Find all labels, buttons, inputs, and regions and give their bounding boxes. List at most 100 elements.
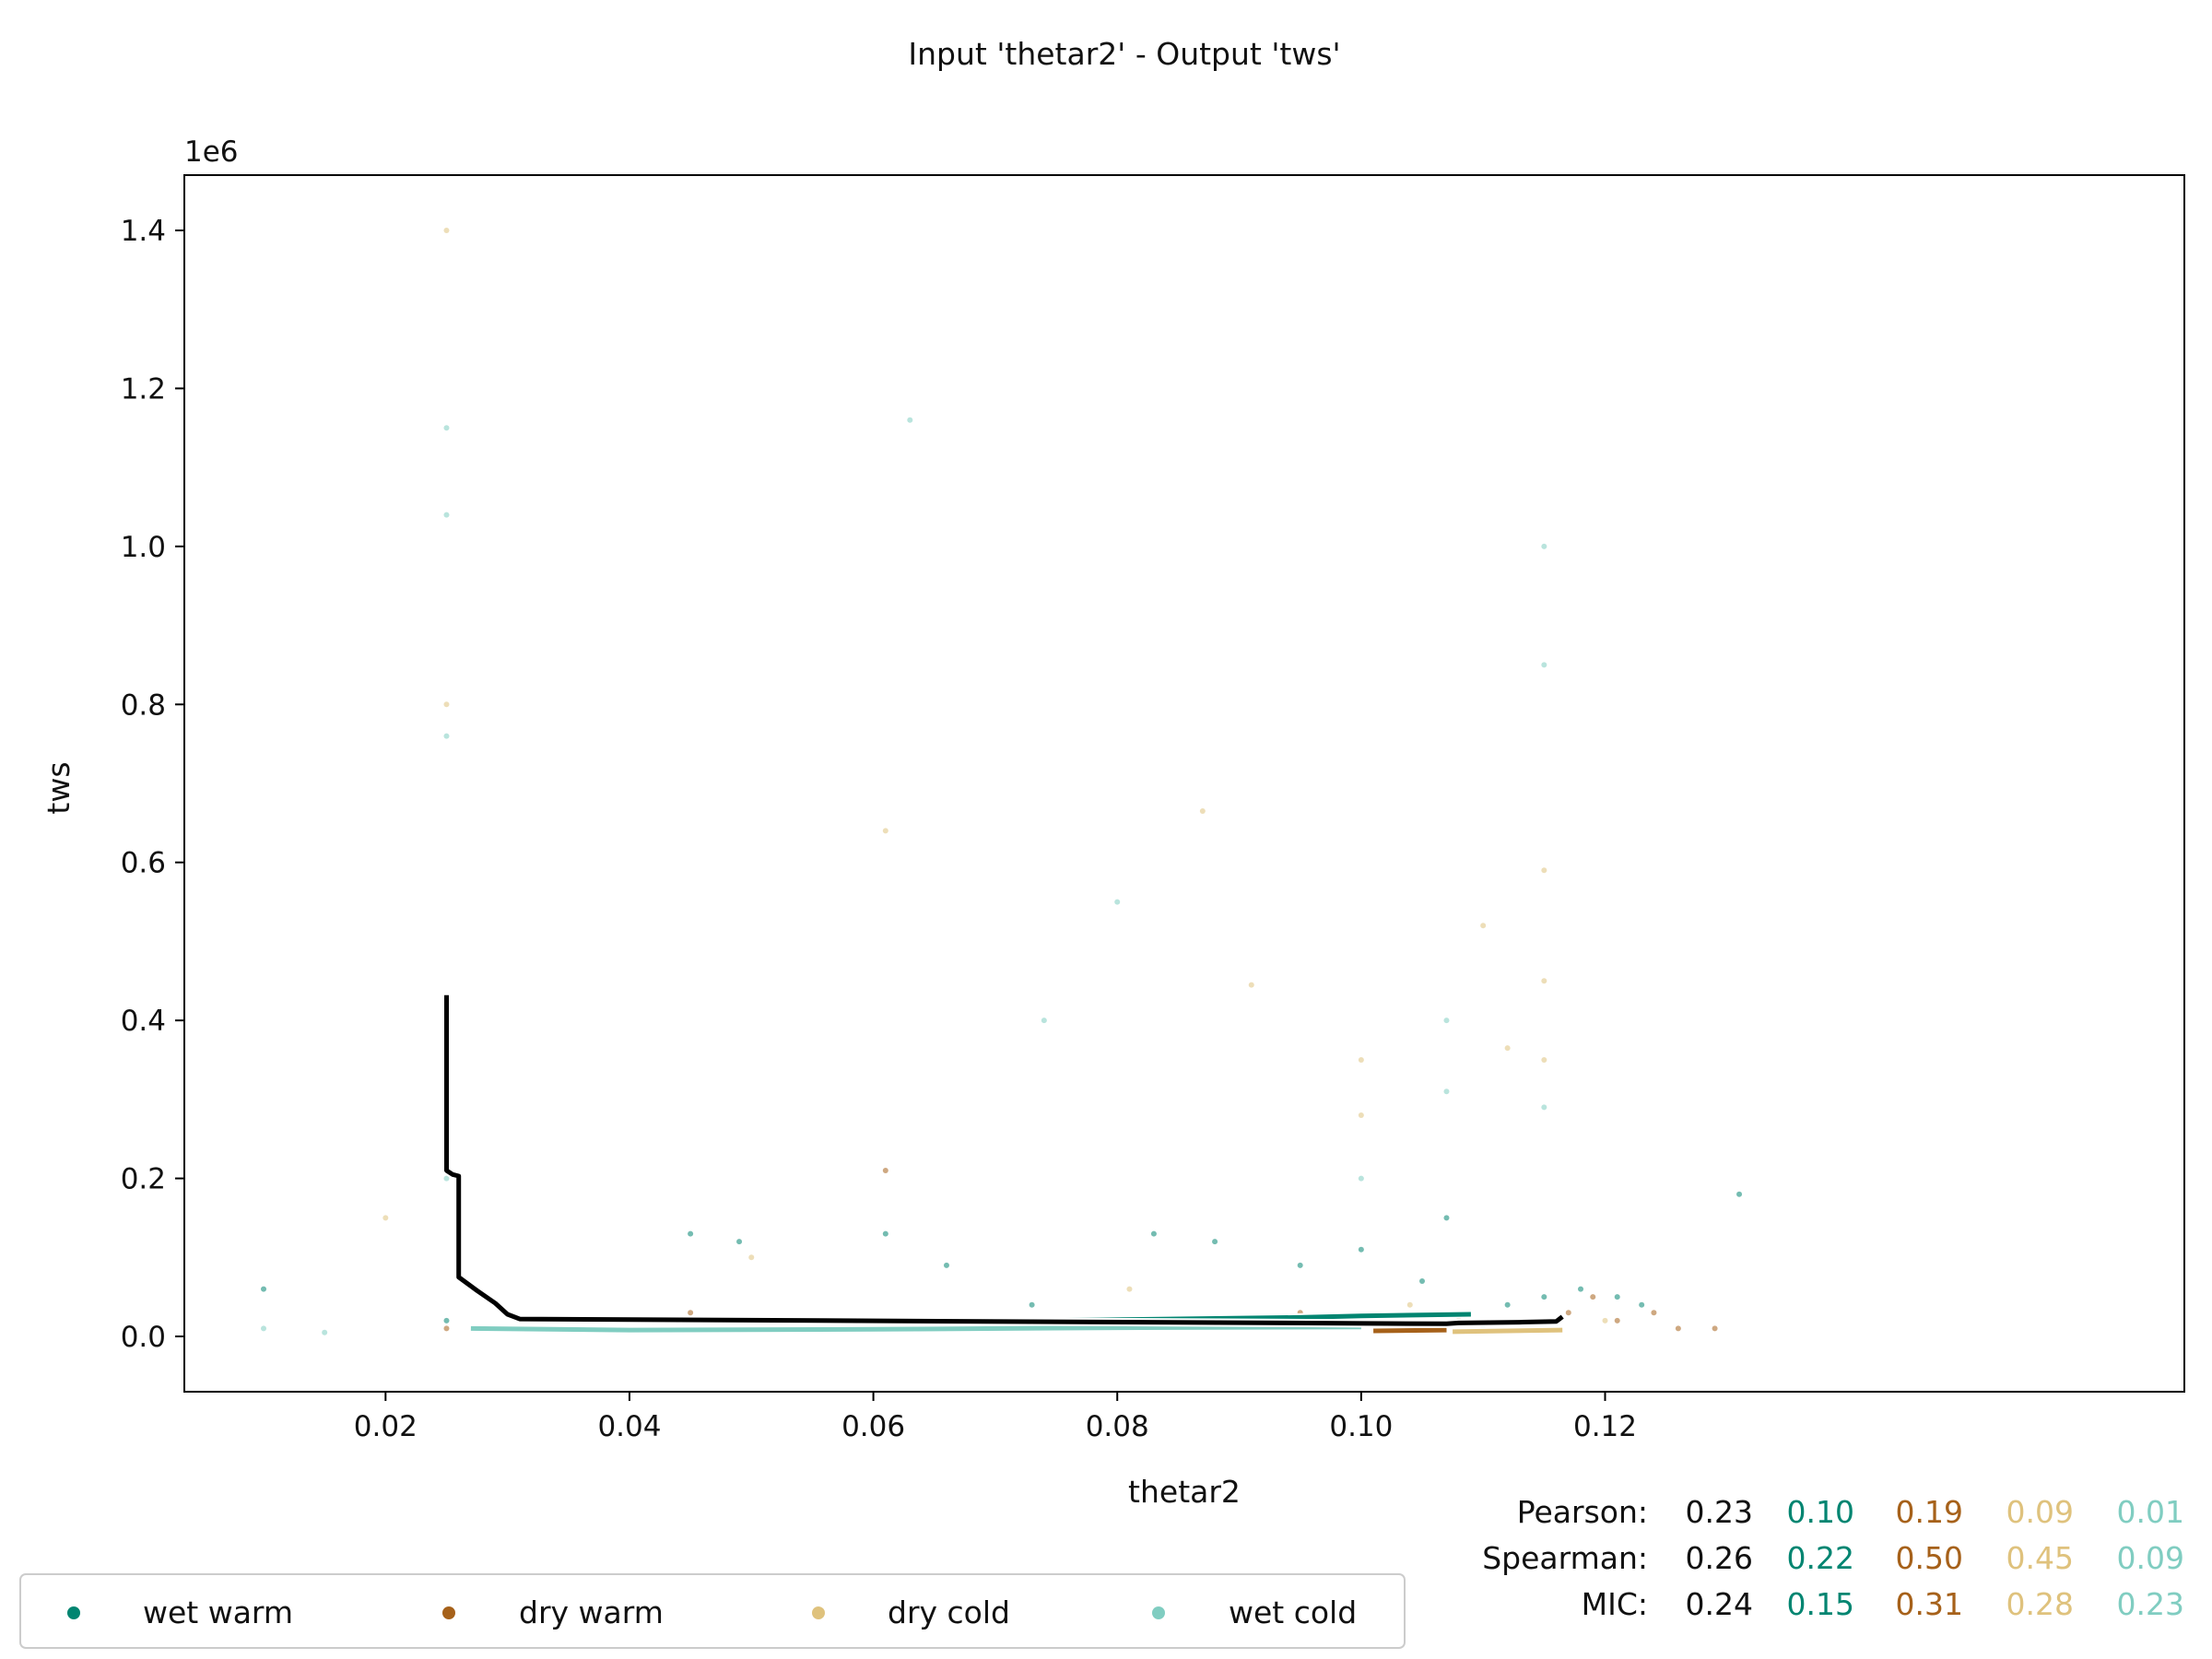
stats-value: 0.28 xyxy=(2006,1586,2074,1622)
point-wet-cold xyxy=(1443,1018,1450,1024)
stats-value: 0.50 xyxy=(1896,1540,1963,1576)
stats-value: 0.31 xyxy=(1896,1586,1963,1622)
point-dry-cold xyxy=(1541,978,1547,984)
point-wet-warm xyxy=(1443,1215,1450,1221)
stats-value: 0.23 xyxy=(1686,1494,1753,1530)
legend-marker-wet-cold xyxy=(1152,1606,1165,1619)
point-dry-cold xyxy=(1126,1286,1133,1292)
y-tick-label: 0.4 xyxy=(121,1005,166,1038)
stats-value: 0.01 xyxy=(2117,1494,2184,1530)
stats-value: 0.19 xyxy=(1896,1494,1963,1530)
point-dry-warm xyxy=(1565,1310,1571,1316)
point-dry-cold xyxy=(1504,1045,1511,1052)
stats-value: 0.22 xyxy=(1787,1540,1854,1576)
legend-frame xyxy=(19,1573,1406,1649)
y-tick-label: 1.0 xyxy=(121,531,166,564)
plot-frame xyxy=(183,174,2185,1393)
point-wet-cold xyxy=(1041,1018,1047,1024)
point-wet-warm xyxy=(1150,1230,1157,1237)
y-axis-label: tws xyxy=(41,761,76,814)
stats-value: 0.15 xyxy=(1787,1586,1854,1622)
stats-block: Pearson: 0.23 0.10 0.19 0.09 0.01 Spearman: 0.2… xyxy=(1482,1494,2184,1622)
y-tick-label: 0.0 xyxy=(121,1321,166,1354)
point-dry-warm xyxy=(1590,1294,1596,1300)
y-tick-label: 0.2 xyxy=(121,1163,166,1196)
point-dry-warm xyxy=(1651,1310,1657,1316)
trend-layer xyxy=(442,994,1565,1336)
stats-value: 0.26 xyxy=(1686,1540,1753,1576)
y-tick-label: 1.2 xyxy=(121,372,166,406)
stats-value: 0.24 xyxy=(1686,1586,1753,1622)
point-wet-warm xyxy=(1578,1286,1584,1292)
point-wet-warm xyxy=(1297,1262,1303,1268)
point-wet-warm xyxy=(443,1317,450,1324)
point-wet-warm xyxy=(1029,1301,1035,1308)
trend-line-dry-warm xyxy=(1373,1327,1447,1334)
legend-label-wet-cold: wet cold xyxy=(1229,1594,1357,1630)
legend-marker-dry-warm xyxy=(442,1606,455,1619)
point-dry-cold xyxy=(748,1254,755,1261)
y-tick-label: 0.8 xyxy=(121,688,166,722)
point-wet-cold xyxy=(443,733,450,739)
legend-marker-dry-cold xyxy=(812,1606,825,1619)
point-wet-warm xyxy=(688,1230,694,1237)
point-dry-cold xyxy=(882,828,888,834)
point-wet-cold xyxy=(443,1175,450,1182)
point-wet-cold xyxy=(261,1325,267,1332)
x-tick-label: 0.06 xyxy=(841,1410,905,1443)
x-tick-label: 0.12 xyxy=(1573,1410,1637,1443)
point-wet-warm xyxy=(1504,1301,1511,1308)
chart-title: Input 'thetar2' - Output 'tws' xyxy=(908,36,1340,72)
trend-line-dry-cold xyxy=(1453,1327,1563,1335)
legend-label-dry-warm: dry warm xyxy=(519,1594,664,1630)
point-dry-cold xyxy=(382,1215,389,1221)
x-axis-label: thetar2 xyxy=(1128,1474,1241,1510)
x-tick-label: 0.02 xyxy=(354,1410,418,1443)
x-tick-label: 0.08 xyxy=(1086,1410,1149,1443)
stats-value: 0.10 xyxy=(1787,1494,1854,1530)
point-dry-warm xyxy=(1712,1325,1718,1332)
point-wet-warm xyxy=(736,1239,743,1245)
point-wet-cold xyxy=(1443,1088,1450,1095)
point-dry-cold xyxy=(1358,1112,1364,1118)
point-dry-warm xyxy=(688,1310,694,1316)
point-wet-warm xyxy=(882,1230,888,1237)
trend-line-wet-cold xyxy=(470,1324,1361,1333)
point-dry-cold xyxy=(1480,923,1487,929)
point-wet-warm xyxy=(261,1286,267,1292)
point-dry-warm xyxy=(882,1168,888,1173)
legend-label-wet-warm: wet warm xyxy=(143,1594,293,1630)
legend-label-dry-cold: dry cold xyxy=(888,1594,1010,1630)
point-wet-warm xyxy=(1614,1294,1620,1300)
stats-value: 0.09 xyxy=(2117,1540,2184,1576)
point-wet-cold xyxy=(1541,662,1547,668)
point-wet-warm xyxy=(1419,1278,1426,1284)
point-dry-warm xyxy=(443,1325,450,1332)
y-tick-label: 1.4 xyxy=(121,215,166,248)
point-wet-cold xyxy=(322,1329,328,1335)
legend-marker-wet-warm xyxy=(67,1606,80,1619)
point-dry-cold xyxy=(1248,982,1254,988)
point-wet-cold xyxy=(443,512,450,518)
point-dry-cold xyxy=(1541,867,1547,874)
trend-halo-all xyxy=(442,994,1565,1328)
point-wet-warm xyxy=(1541,1294,1547,1300)
point-dry-cold xyxy=(443,228,450,233)
point-wet-warm xyxy=(943,1262,949,1268)
point-dry-cold xyxy=(1406,1301,1413,1308)
point-dry-cold xyxy=(1602,1317,1608,1324)
point-dry-cold xyxy=(1358,1057,1364,1063)
stats-row-label: MIC: xyxy=(1582,1586,1648,1622)
axis-layer: 0.02 0.04 0.06 0.08 0.10 0.12 0.0 0.2 0.4 0.6 0.8 1… xyxy=(121,215,1637,1443)
trend-line-all xyxy=(444,994,1564,1326)
point-wet-cold xyxy=(1358,1175,1364,1182)
legend: wet warm dry warm dry cold wet cold xyxy=(19,1573,1406,1649)
point-wet-cold xyxy=(443,425,450,431)
point-wet-cold xyxy=(1541,1104,1547,1111)
point-wet-warm xyxy=(1212,1239,1218,1245)
y-offset-label: 1e6 xyxy=(184,135,239,169)
point-wet-cold xyxy=(907,417,913,423)
point-wet-cold xyxy=(1541,543,1547,549)
point-dry-cold xyxy=(1199,808,1206,814)
